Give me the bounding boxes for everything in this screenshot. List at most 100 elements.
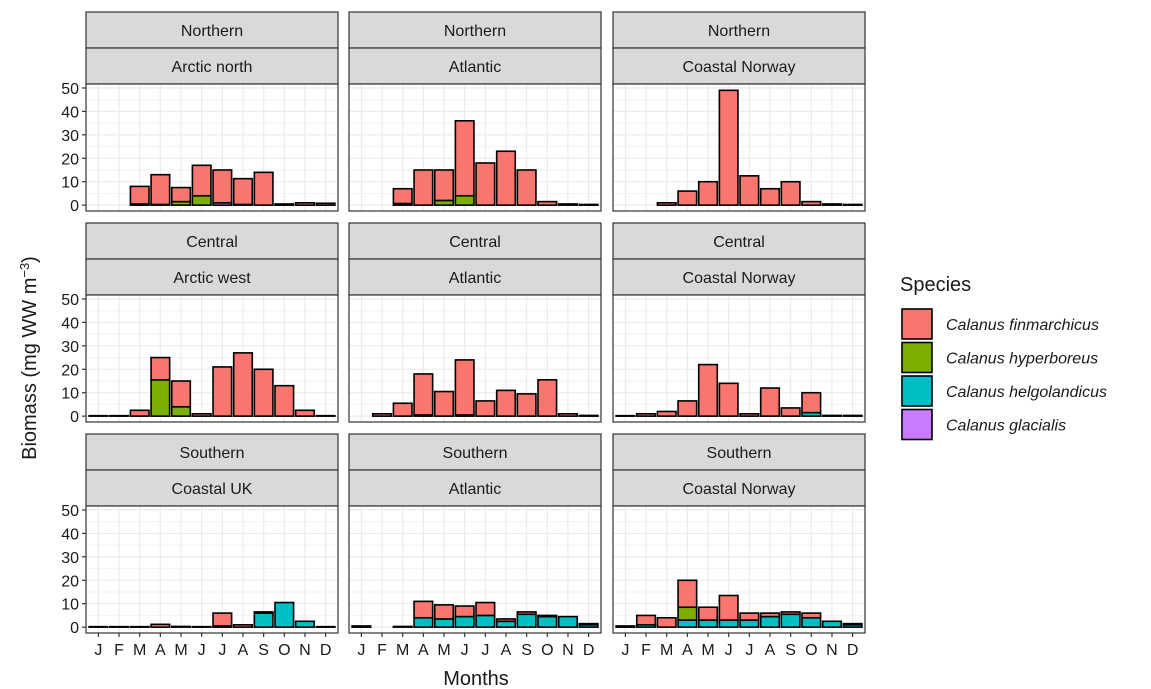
bar <box>635 412 657 417</box>
y-tick-label: 0 <box>70 198 79 215</box>
bar <box>413 600 434 619</box>
bar <box>294 201 316 206</box>
bar <box>232 623 254 628</box>
strip-label: Central <box>186 234 238 251</box>
bar <box>495 618 517 623</box>
panel-background <box>349 84 601 211</box>
y-tick-label: 40 <box>61 315 79 332</box>
strip <box>85 258 339 296</box>
strip <box>85 47 339 85</box>
x-tick-label: M <box>701 642 714 659</box>
bar <box>718 382 739 417</box>
bar <box>718 89 739 206</box>
bar <box>495 150 517 206</box>
strip <box>612 222 866 260</box>
strip <box>612 469 866 507</box>
bar <box>842 414 863 417</box>
bar <box>170 380 192 408</box>
x-tick-label: D <box>583 642 595 659</box>
y-tick-label: 0 <box>70 620 79 637</box>
bar <box>433 169 455 202</box>
bar <box>212 169 233 204</box>
bar <box>677 619 698 628</box>
bar <box>842 622 863 626</box>
x-tick-label: M <box>396 642 409 659</box>
bar <box>274 601 295 628</box>
strip-label: Southern <box>443 445 508 462</box>
legend-key <box>901 375 933 407</box>
legend-key <box>901 408 933 441</box>
bar <box>212 366 233 417</box>
bar <box>537 200 558 206</box>
bar <box>129 185 150 205</box>
bar <box>392 625 413 628</box>
strip-label: Coastal UK <box>172 481 253 498</box>
bar <box>150 173 171 206</box>
bar <box>253 612 274 628</box>
bar <box>170 405 192 417</box>
y-tick-label: 20 <box>61 151 79 168</box>
bar <box>656 201 677 206</box>
x-tick-label: F <box>377 642 387 659</box>
bar <box>635 614 657 626</box>
legend-label: Calanus hyperboreus <box>946 351 1098 368</box>
x-tick-label: S <box>258 642 269 659</box>
x-tick-label: M <box>133 642 146 659</box>
bar <box>495 620 517 628</box>
bar <box>454 194 475 206</box>
bar <box>433 604 455 620</box>
x-tick-label: S <box>785 642 796 659</box>
panel-border <box>612 83 866 212</box>
strip-label: Atlantic <box>449 270 501 287</box>
x-tick-label: J <box>481 642 489 659</box>
panel-border <box>348 83 602 212</box>
bar <box>780 180 801 206</box>
bar <box>212 612 233 627</box>
strip-label: Coastal Norway <box>683 59 796 76</box>
bar <box>759 387 781 417</box>
bar <box>454 119 475 197</box>
bar <box>232 352 254 417</box>
bar <box>656 616 677 628</box>
y-tick-label: 20 <box>61 362 79 379</box>
panel-border <box>348 505 602 634</box>
x-tick-label: D <box>847 642 859 659</box>
legend-key <box>901 308 933 340</box>
bar <box>801 612 822 619</box>
bar <box>677 606 698 621</box>
strip <box>348 47 602 85</box>
bar <box>578 622 599 626</box>
strip-label: Atlantic <box>449 481 501 498</box>
bar <box>150 379 171 417</box>
x-tick-label: M <box>174 642 187 659</box>
x-tick-label: O <box>541 642 553 659</box>
bar <box>150 623 171 628</box>
strip <box>85 11 339 49</box>
strip <box>348 11 602 49</box>
bar <box>537 614 558 618</box>
bar <box>475 601 496 617</box>
bar <box>780 613 801 628</box>
bar <box>170 186 192 203</box>
x-tick-label: J <box>745 642 753 659</box>
bar <box>191 164 212 197</box>
x-tick-label: N <box>562 642 574 659</box>
panel-border <box>85 505 339 634</box>
x-tick-label: J <box>461 642 469 659</box>
strip-label: Northern <box>444 23 506 40</box>
y-tick-label: 30 <box>61 128 79 145</box>
bar <box>739 612 760 621</box>
panel-background <box>86 506 338 633</box>
bar <box>253 611 274 614</box>
bar <box>274 384 295 417</box>
bar <box>454 605 475 618</box>
bar <box>578 203 599 206</box>
x-tick-label: M <box>660 642 673 659</box>
y-label-end: ) <box>19 256 41 263</box>
strip-label: Southern <box>707 445 772 462</box>
panel-border <box>85 294 339 423</box>
bar <box>677 579 698 609</box>
bar <box>475 400 496 417</box>
bar <box>578 414 599 417</box>
